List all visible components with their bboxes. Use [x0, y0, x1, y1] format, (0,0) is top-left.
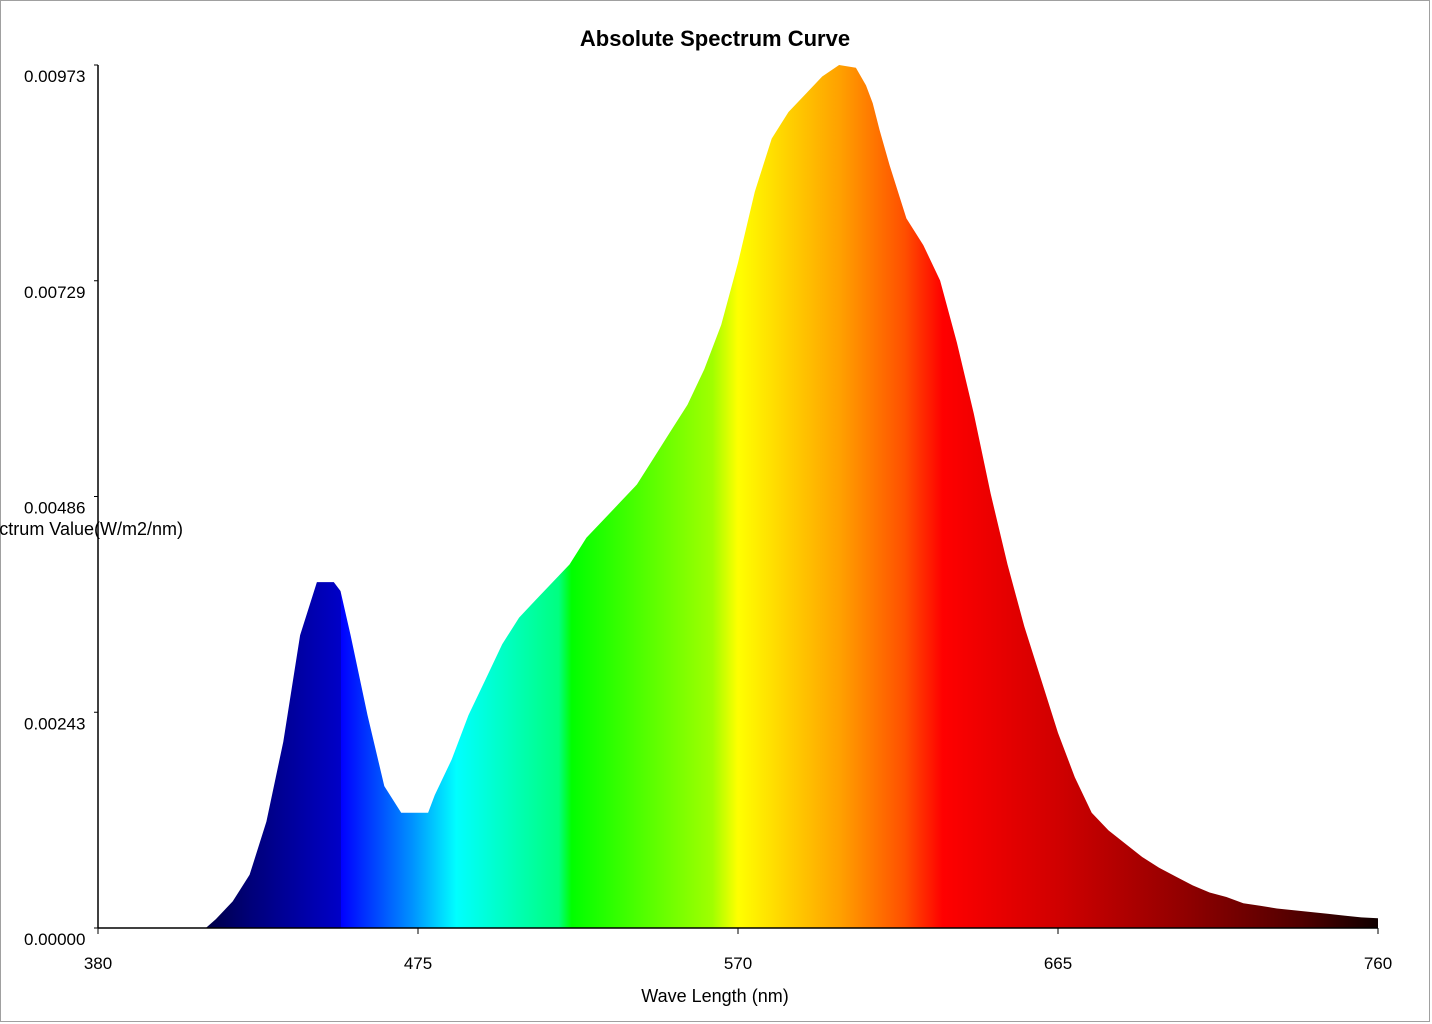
- x-axis-label: Wave Length (nm): [641, 986, 788, 1006]
- y-tick-label: 0.00243: [24, 714, 85, 733]
- y-tick-label: 0.00000: [24, 930, 85, 949]
- y-tick-label: 0.00486: [24, 499, 85, 518]
- x-tick-label: 380: [84, 954, 112, 973]
- x-tick-label: 760: [1364, 954, 1392, 973]
- y-ticks: 0.00000 0.00243 0.00486 0.00729 0.00973: [24, 64, 98, 949]
- x-tick-label: 475: [404, 954, 432, 973]
- y-tick-label: 0.00729: [24, 283, 85, 302]
- x-tick-label: 665: [1044, 954, 1072, 973]
- chart-title: Absolute Spectrum Curve: [580, 26, 850, 51]
- y-axis-label: Spectrum Value(W/m2/nm): [0, 519, 183, 539]
- x-ticks: 380 475 570 665 760: [84, 928, 1392, 973]
- x-tick-label: 570: [724, 954, 752, 973]
- spectrum-area: [205, 65, 1378, 928]
- y-tick-label: 0.00973: [24, 67, 85, 86]
